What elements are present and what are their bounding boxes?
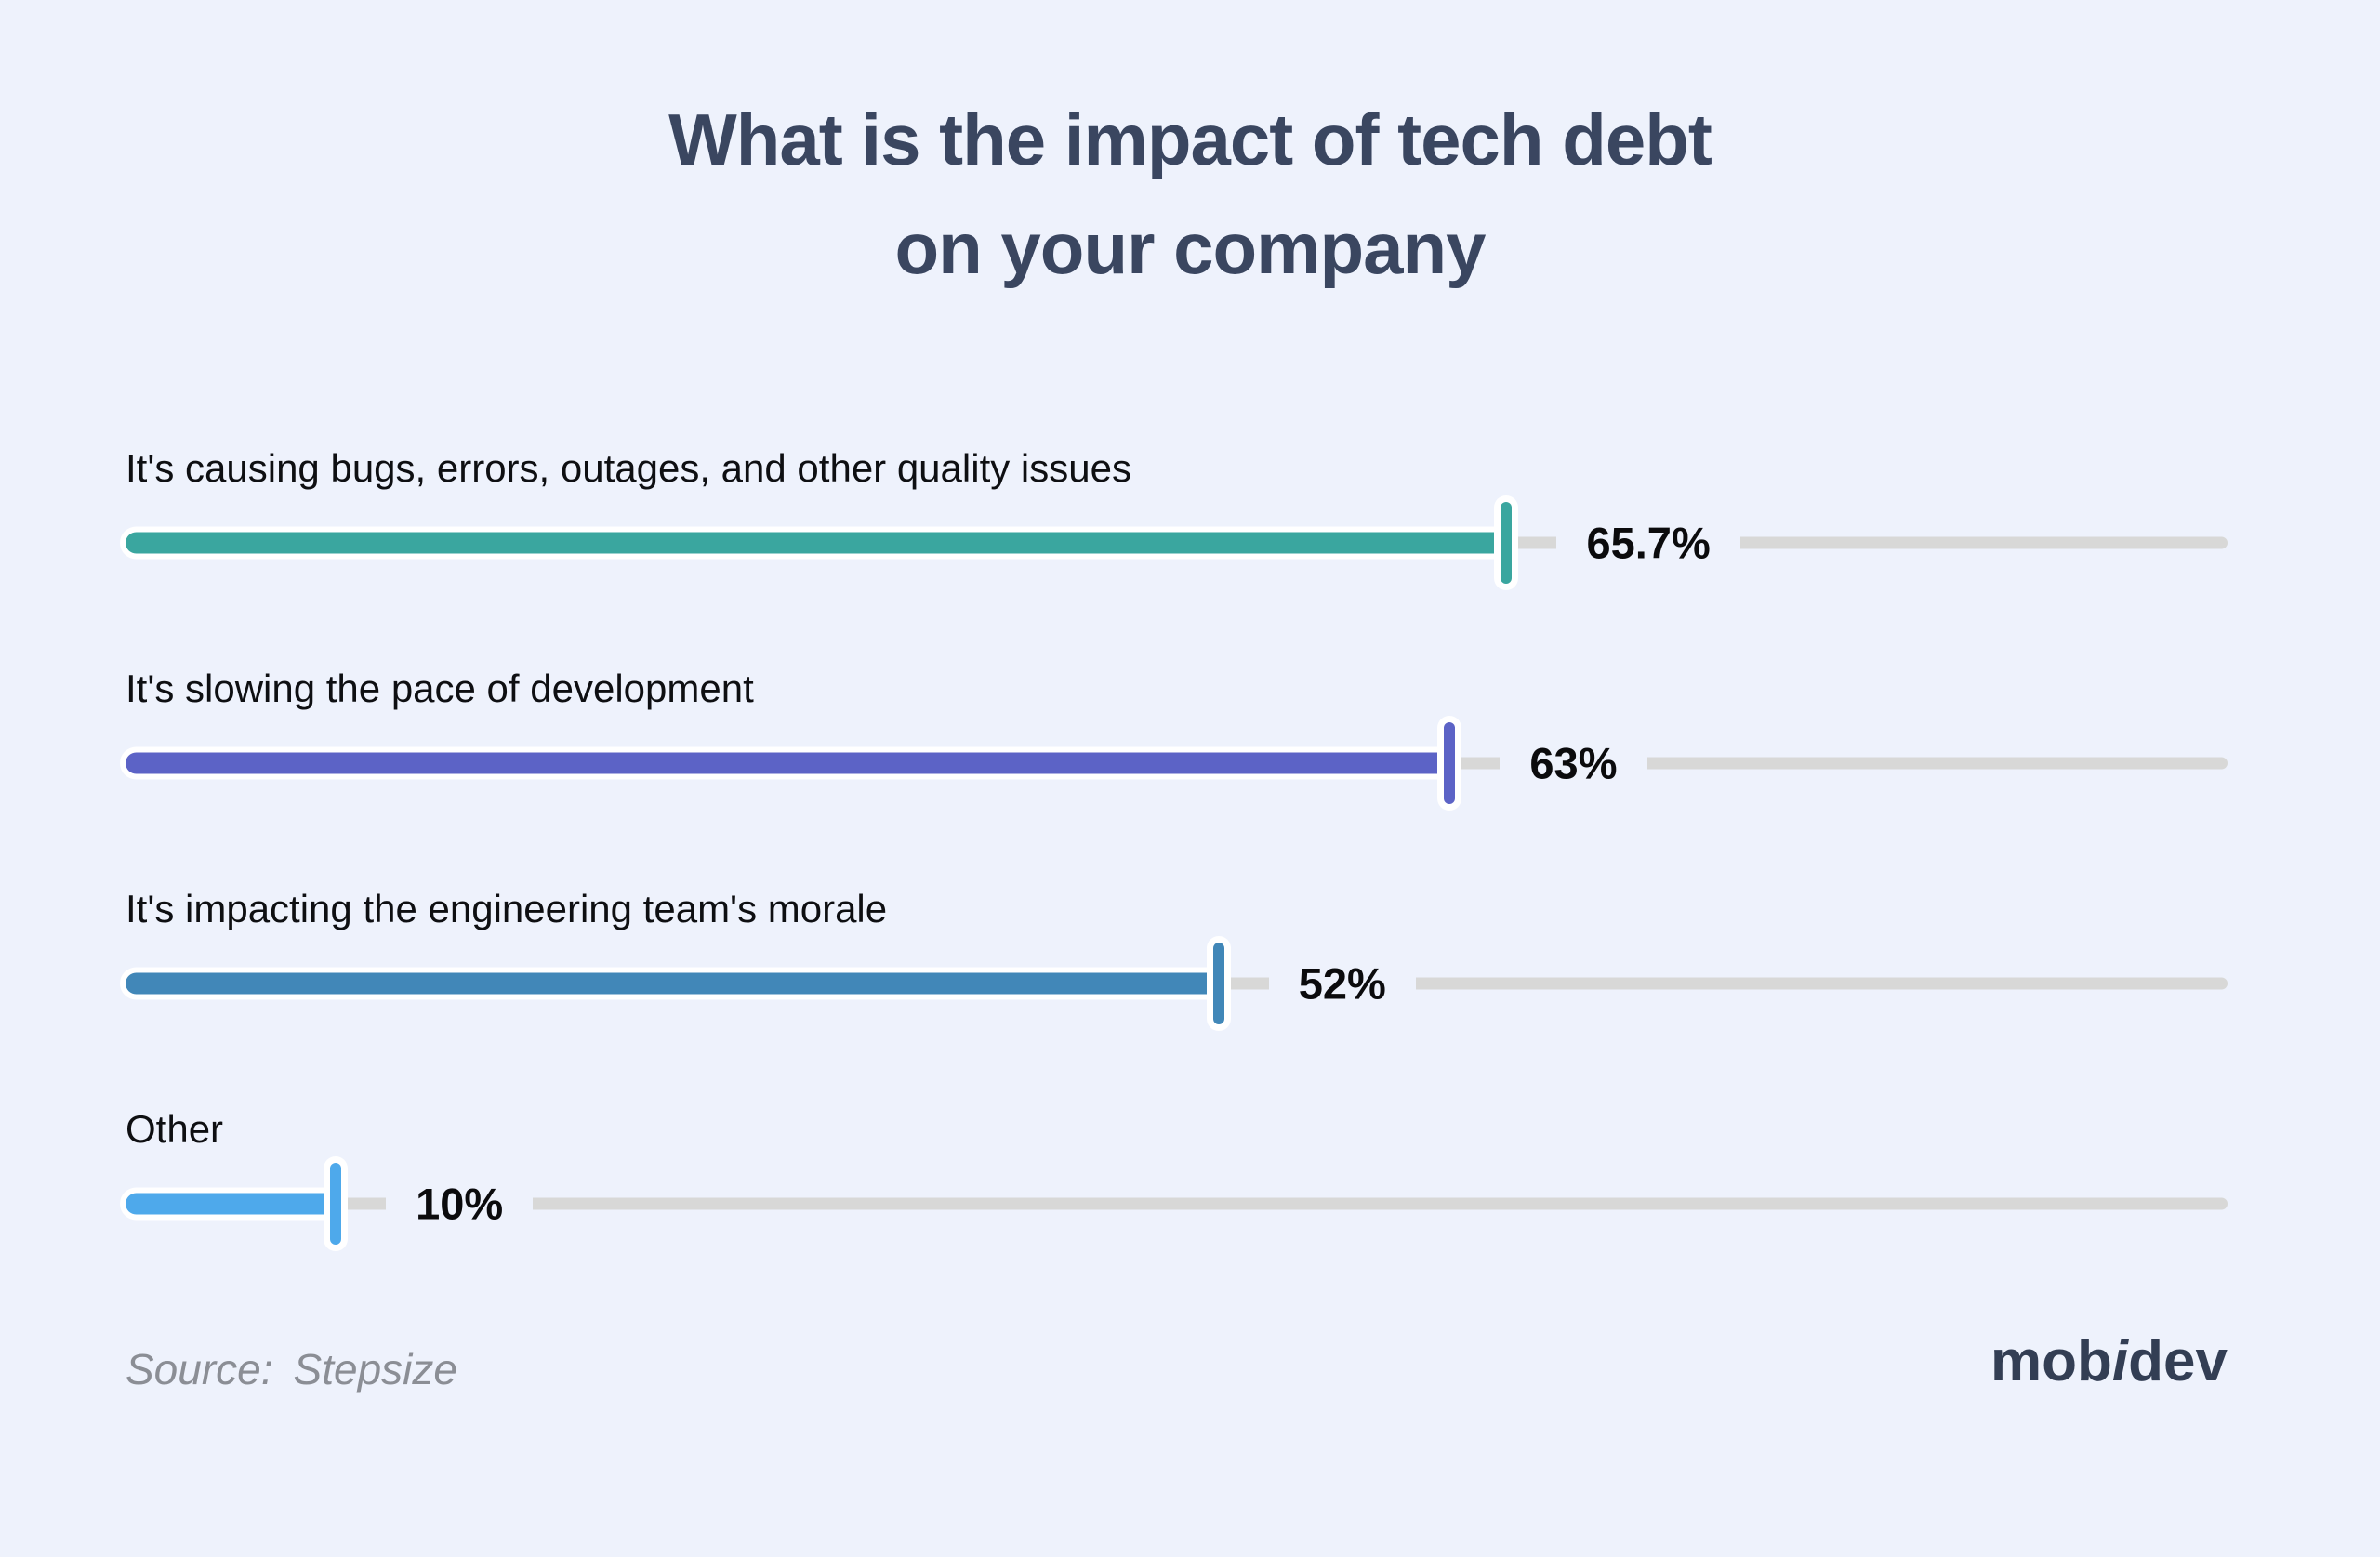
slider-handle [1212,942,1224,1024]
mobidev-logo: mobidev [1990,1328,2228,1394]
chart-footer: Source: Stepsize mobidev [126,1328,2228,1394]
chart-title-line2: on your company [894,207,1486,289]
source-note: Source: Stepsize [126,1344,457,1394]
value-label: 65.7% [1556,502,1740,583]
source-label: Source: [126,1345,273,1393]
category-label: It's slowing the pace of development [126,666,754,710]
category-label: It's causing bugs, errors, outages, and … [126,446,1131,490]
value-label: 63% [1500,722,1647,803]
slider-handle [1444,721,1456,804]
value-label: 10% [386,1163,534,1244]
logo-part-post: dev [2128,1329,2228,1393]
survey-row: It's impacting the engineering team's mo… [126,883,2228,1032]
value-slider: 52% [126,934,2228,1032]
slider-fill [126,752,1450,773]
survey-row: It's slowing the pace of development 63% [126,663,2228,811]
value-slider: 10% [126,1155,2228,1252]
logo-part-i: i [2111,1329,2129,1393]
chart-title: What is the impact of tech debt on your … [0,86,2380,303]
value-label: 52% [1268,943,1416,1023]
slider-track [126,1197,2228,1209]
survey-row: It's causing bugs, errors, outages, and … [126,442,2228,591]
slider-handle [330,1162,342,1245]
survey-row: Other 10% [126,1103,2228,1252]
value-slider: 63% [126,714,2228,811]
slider-handle [1501,501,1513,584]
slider-fill [126,1193,337,1214]
category-label: It's impacting the engineering team's mo… [126,887,888,930]
source-value: Stepsize [293,1345,457,1393]
category-label: Other [126,1107,224,1151]
value-slider: 65.7% [126,494,2228,591]
chart-title-line1: What is the impact of tech debt [668,99,1712,180]
slider-fill [126,532,1507,553]
logo-part-pre: mob [1990,1329,2112,1393]
chart-body: It's causing bugs, errors, outages, and … [126,442,2228,1252]
slider-fill [126,972,1219,994]
